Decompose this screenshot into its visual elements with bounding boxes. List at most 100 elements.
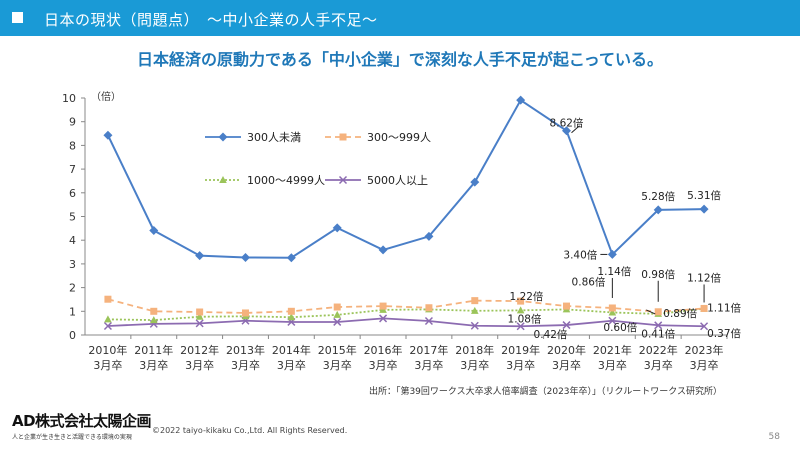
legend-marker-2 [339,133,347,141]
data-point-series-4-stroke [562,321,571,330]
data-point-series-4-stroke [470,321,479,330]
square-bullet-icon [12,12,23,23]
data-label: 5.28倍 [641,190,675,203]
legend-marker-4 [338,175,348,185]
data-point-series-4-stroke [333,317,342,326]
x-tick-label: 2017年 [409,343,448,357]
data-point-series-1 [286,253,296,263]
data-point-series-1 [378,245,388,255]
data-label: 0.60倍 [603,321,637,334]
x-tick-label: 3月卒 [506,358,535,372]
x-tick-label: 3月卒 [598,358,627,372]
data-point-series-3 [149,316,158,324]
data-point-series-4 [562,321,571,330]
slide-subtitle: 日本経済の原動力である「中小企業」で深刻な人手不足が起こっている。 [137,50,663,69]
series-line-3 [107,307,705,321]
x-tick-label: 2010年 [88,343,127,357]
data-label: 0.98倍 [641,268,675,281]
data-point-series-1 [149,225,159,235]
data-label: 1.11倍 [707,302,741,315]
page-number: 58 [768,432,780,442]
annotation-leader [571,125,580,134]
x-tick-label: 3月卒 [93,358,122,372]
data-point-series-4-stroke [379,314,388,323]
data-label: 1.14倍 [597,265,631,278]
data-point-series-4 [333,317,342,326]
y-tick-label: 7 [69,163,76,176]
data-point-series-2 [242,309,249,317]
x-tick-label: 3月卒 [185,358,214,372]
legend-label-4: 5000人以上 [367,174,428,187]
y-tick-label: 10 [62,92,76,105]
series-line-2 [107,298,705,314]
y-tick-label: 1 [69,305,76,318]
data-point-series-2 [517,297,525,305]
data-point-series-3 [333,310,342,318]
legend-marker-1 [218,132,228,142]
data-point-series-2 [700,304,708,312]
x-tick-label: 2020年 [547,343,586,357]
data-point-series-2 [471,297,479,305]
data-point-series-2 [196,308,204,316]
data-point-series-1 [103,130,113,140]
data-point-series-2 [425,304,433,312]
legend-label-3: 1000～4999人 [247,174,325,187]
x-tick-label: 3月卒 [323,358,352,372]
x-tick-label: 3月卒 [460,358,489,372]
y-tick-label: 6 [69,187,76,200]
data-point-series-3 [287,313,296,321]
y-tick-label: 4 [69,234,76,247]
data-label: 3.40倍 [563,248,597,261]
x-tick-label: 2019年 [501,343,540,357]
data-point-series-1 [607,249,617,259]
data-point-series-2 [563,302,570,310]
source-note: 出所：「第39回ワークス大卒求人倍率調査（2023年卒）」（リクルートワークス研… [368,387,722,397]
x-tick-label: 2015年 [318,343,357,357]
data-point-series-1 [699,204,709,214]
data-point-series-3 [470,306,479,314]
data-point-series-2 [287,307,295,315]
data-point-series-4-stroke [195,319,204,328]
data-point-series-1 [332,223,342,233]
x-tick-label: 2014年 [272,343,311,357]
data-label: 8.62倍 [550,117,584,130]
legend-label-2: 300～999人 [367,131,431,144]
x-tick-label: 3月卒 [644,358,673,372]
data-point-series-4-stroke [608,316,617,325]
data-point-series-4-stroke [424,316,433,326]
y-tick-label: 3 [69,258,76,271]
data-point-series-4-stroke [700,322,709,331]
x-tick-label: 2021年 [593,343,632,357]
x-tick-label: 2022年 [639,343,678,357]
data-point-series-4 [608,316,617,325]
x-tick-label: 2013年 [226,343,265,357]
data-point-series-3 [516,306,525,314]
series-line-1 [107,98,705,259]
data-point-series-4 [654,321,663,330]
x-tick-label: 2023年 [685,343,724,357]
x-tick-label: 3月卒 [277,358,306,372]
data-point-series-1 [241,253,250,263]
slide-title: 日本の現状（問題点） ～中小企業の人手不足～ [44,11,378,29]
data-point-series-4-stroke [516,322,525,331]
annotation-leader [646,309,656,315]
legend-marker-3 [219,176,227,183]
legend-marker-4-stroke [338,175,348,185]
data-point-series-1 [195,251,205,261]
data-point-series-3 [608,308,617,316]
y-tick-label: 8 [69,139,76,152]
data-point-series-3 [195,312,204,320]
data-point-series-4 [516,322,525,331]
copyright: ©2022 taiyo-kikaku Co.,Ltd. All Rights R… [152,426,348,435]
x-tick-label: 3月卒 [139,358,168,372]
data-label: 0.89倍 [663,307,697,320]
y-tick-label: 9 [69,116,76,129]
data-point-series-2 [150,307,158,315]
y-tick-label: 2 [69,282,76,295]
logo-text: AD株式会社太陽企画 [12,412,152,430]
x-tick-label: 2018年 [455,343,494,357]
data-point-series-4 [470,321,479,330]
data-label: 5.31倍 [687,189,721,202]
data-point-series-4 [700,322,709,331]
